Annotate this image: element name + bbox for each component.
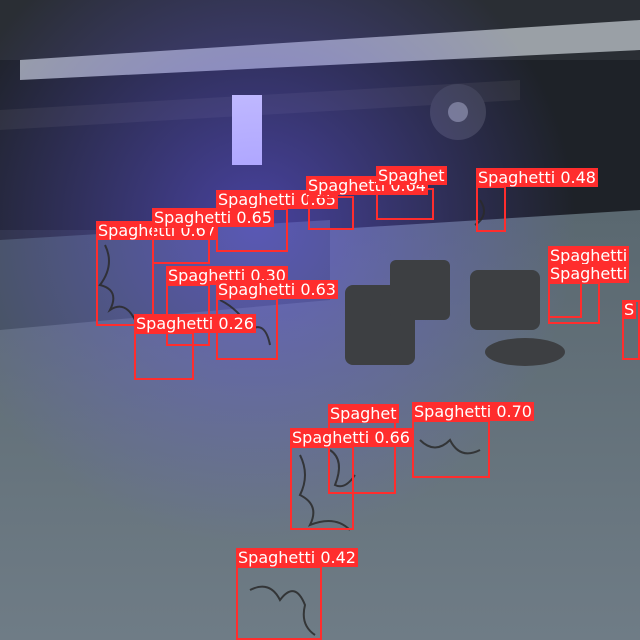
detection-label: Spaghetti 0.70: [412, 402, 534, 421]
detection-box: [236, 566, 322, 640]
detection-box: [290, 446, 354, 530]
detection-box: [134, 332, 194, 380]
detection-label: Spaghetti 0.42: [236, 548, 358, 567]
detection-box: [548, 282, 600, 324]
detection-label: Spaghetti 0.66: [290, 428, 412, 447]
detection-label: Spaghetti 0.26: [134, 314, 256, 333]
detection-box: [152, 226, 210, 264]
detection-label: S: [622, 300, 637, 319]
detection-box: [308, 196, 354, 230]
detection-label: Spaghetti: [548, 264, 630, 283]
detection-label: Spaghetti 0.48: [476, 168, 598, 187]
detection-label: Spaghetti 0.65: [152, 208, 274, 227]
detection-label: Spaghet: [376, 166, 447, 185]
detection-label: Spaghet: [328, 404, 399, 423]
detection-label: Spaghetti 0.63: [216, 280, 338, 299]
detection-box: [96, 238, 154, 326]
detection-label: Spaghetti: [548, 246, 630, 265]
detection-box: [476, 186, 506, 232]
detection-box: [412, 420, 490, 478]
